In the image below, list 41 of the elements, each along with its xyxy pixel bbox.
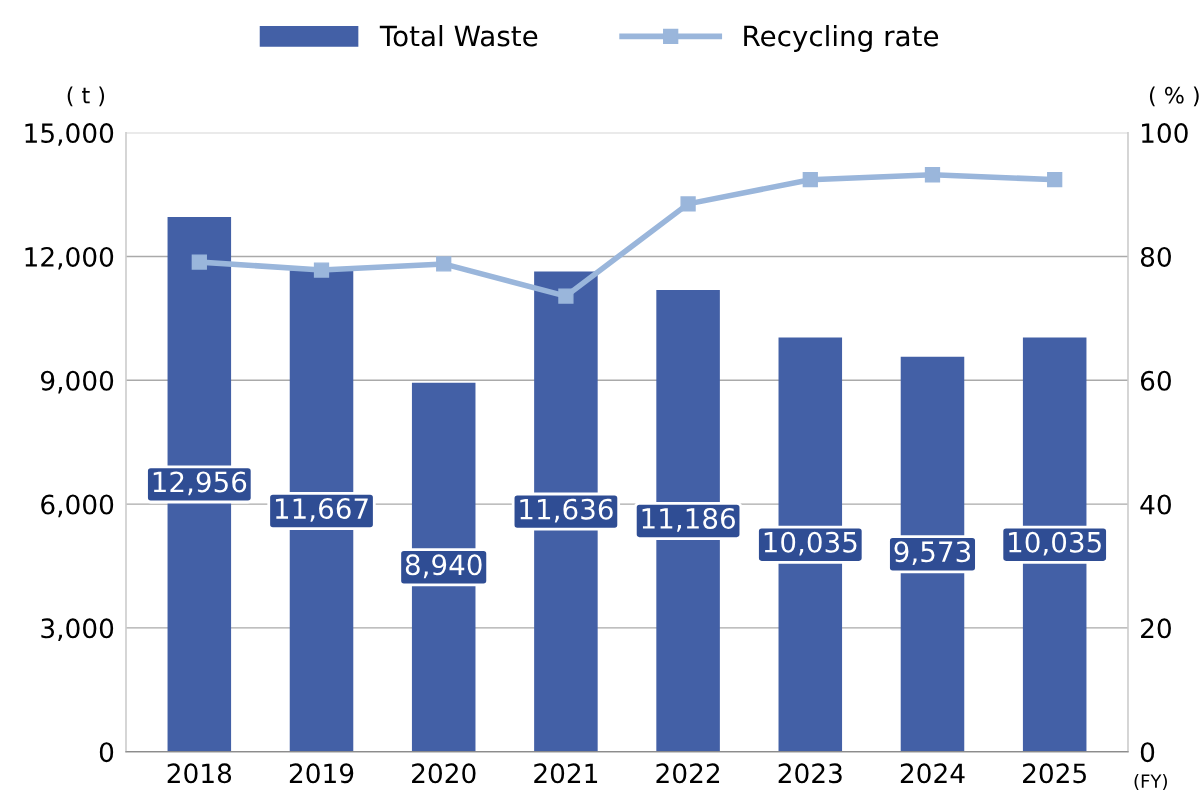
x-tick-label: 2025 <box>1023 763 1086 784</box>
x-tick-label: 2020 <box>412 763 476 784</box>
y-tick-label: 12,000 <box>25 246 114 270</box>
point <box>436 256 452 272</box>
y2-tick-label: 100 <box>1142 123 1188 144</box>
x-tick-label: 2018 <box>167 763 232 784</box>
data-label: 11,667 <box>275 498 368 522</box>
y-axis-title: ( t ) <box>67 86 105 107</box>
point <box>191 254 207 270</box>
x-tick-label: 2022 <box>656 763 720 784</box>
legend-label: Recycling rate <box>744 25 939 52</box>
point <box>1047 172 1063 188</box>
point <box>802 172 818 188</box>
y-tick-label: 15,000 <box>25 123 114 146</box>
y2-tick-label: 80 <box>1140 246 1171 267</box>
y2-tick-label: 60 <box>1140 370 1171 391</box>
y2-tick-label: 40 <box>1140 494 1171 515</box>
legend-label: Total Waste <box>379 25 538 47</box>
y2-tick-label: 20 <box>1141 618 1171 639</box>
data-label: 10,035 <box>1009 531 1101 556</box>
data-label: 12,956 <box>153 471 247 496</box>
y2-tick-label: 0 <box>1140 742 1155 763</box>
point <box>680 196 696 212</box>
y-tick-label: 9,000 <box>41 370 114 394</box>
point <box>558 288 574 304</box>
x-tick-label: 2024 <box>900 763 965 784</box>
data-label: 11,636 <box>520 498 613 523</box>
data-label: 10,035 <box>764 531 857 556</box>
y-tick-label: 0 <box>99 742 114 763</box>
data-label: 8,940 <box>405 554 482 579</box>
data-label: 9,573 <box>894 541 971 566</box>
y-tick-label: 3,000 <box>41 618 114 642</box>
x-tick-label: 2019 <box>289 763 354 784</box>
x-tick-label: 2021 <box>534 763 598 784</box>
x-tick-label: 2023 <box>778 763 842 784</box>
point <box>313 262 330 278</box>
x-axis-title: (FY) <box>1134 773 1167 791</box>
y-tick-label: 6,000 <box>41 494 114 518</box>
y2-axis-title: ( % ) <box>1149 86 1199 107</box>
data-label: 11,186 <box>642 507 735 532</box>
point <box>924 167 941 183</box>
